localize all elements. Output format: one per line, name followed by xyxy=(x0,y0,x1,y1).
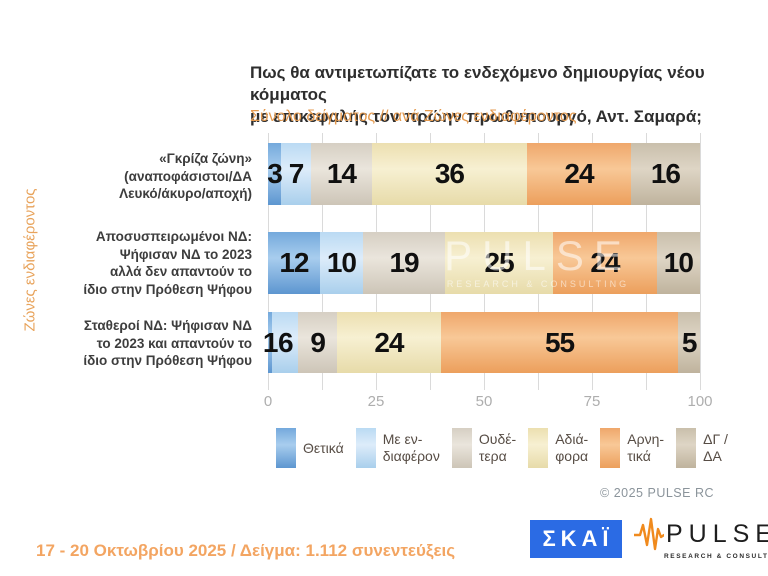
segment-value: 1 xyxy=(262,326,279,358)
segment-value: 10 xyxy=(663,247,694,278)
bar-segment-Αρνητικά: 55 xyxy=(440,312,679,373)
x-tick-label: 25 xyxy=(367,393,385,410)
legend-label: Θετικά xyxy=(303,439,344,456)
pulse-logo-text: PULSE xyxy=(666,519,768,548)
row-label-line: ίδιο στην Πρόθεση Ψήφου xyxy=(83,353,252,369)
row-label-line: ίδιο στην Πρόθεση Ψήφου xyxy=(83,281,252,297)
bar-segment-ΔΓ / ΔΑ: 16 xyxy=(630,143,700,205)
chart-title-line2: με επικεφαλής τον πρώην πρωθυπουργό, Αντ… xyxy=(250,107,702,127)
bar-row: 3 7 14 36 24 16 xyxy=(267,143,700,205)
bar-segment-Αρνητικά: 24 xyxy=(527,143,631,205)
chart-subtitle: Σύνολο δείγματος // ανά Ζώνες ενδιαφέρον… xyxy=(250,108,577,125)
pulse-waveform-icon xyxy=(634,517,664,551)
segment-value: 3 xyxy=(267,158,283,189)
legend-label: ΔΓ / ΔΑ xyxy=(703,431,728,464)
bar-segment-Θετικά: 1 xyxy=(263,312,278,373)
bar-segment-Με ενδιαφέρον: 10 xyxy=(319,232,364,294)
row-label-line: Ψήφισαν ΝΔ το 2023 xyxy=(119,246,252,262)
segment-value: 36 xyxy=(434,158,465,189)
row-label: «Γκρίζα ζώνη» (αναποφάσιστοι/ΔΑ Λευκό/άκυρ… xyxy=(37,150,252,203)
legend-label: Αρνη- τικά xyxy=(627,431,665,464)
legend-item: Με εν- διαφέρον xyxy=(355,428,440,468)
row-label-line: αλλά δεν απαντούν το xyxy=(109,264,252,280)
bar-segment-ΔΓ / ΔΑ: 5 xyxy=(678,312,700,373)
legend-swatch xyxy=(600,428,621,468)
bar-segment-Αρνητικά: 24 xyxy=(553,232,657,294)
legend-swatch xyxy=(676,428,697,468)
footer-survey-info: 17 - 20 Οκτωβρίου 2025 / Δείγμα: 1.112 σ… xyxy=(36,541,456,560)
legend-label: Αδιά- φορα xyxy=(555,431,589,464)
legend-swatch xyxy=(276,428,296,468)
segment-value: 24 xyxy=(564,158,594,189)
bar-segment-Ουδέτερα: 9 xyxy=(298,312,338,373)
bar-segment-Αδιάφορα: 36 xyxy=(371,143,528,205)
chart-title-line1: Πως θα αντιμετωπίζατε το ενδεχόμενο δημι… xyxy=(250,63,705,105)
legend-item: ΔΓ / ΔΑ xyxy=(676,428,728,468)
bar-row: 1 6 9 24 55 5 xyxy=(263,312,700,373)
gridline xyxy=(700,133,701,390)
segment-value: 7 xyxy=(288,158,305,189)
segment-value: 24 xyxy=(374,326,404,358)
segment-value: 24 xyxy=(590,247,620,278)
x-tick-label: 0 xyxy=(263,393,273,410)
bar-segment-Θετικά: 3 xyxy=(267,143,283,205)
pulse-logo: PULSE RESEARCH & CONSULTING xyxy=(634,517,768,563)
bar-segment-Θετικά: 12 xyxy=(268,232,320,294)
bar-segment-Με ενδιαφέρον: 7 xyxy=(280,143,312,205)
segment-value: 19 xyxy=(389,247,419,278)
legend-item: Αρνη- τικά xyxy=(600,428,664,468)
legend-label: Ουδέ- τερα xyxy=(478,431,517,464)
bar-segment-Ουδέτερα: 14 xyxy=(311,143,372,205)
segment-value: 9 xyxy=(310,326,326,358)
legend-swatch xyxy=(355,428,376,468)
chart-title: Πως θα αντιμετωπίζατε το ενδεχόμενο δημι… xyxy=(250,62,750,128)
x-tick-label: 50 xyxy=(475,393,493,410)
bar-segment-Ουδέτερα: 19 xyxy=(363,232,446,294)
legend-label: Με εν- διαφέρον xyxy=(382,431,440,464)
pulse-logo-subtext: RESEARCH & CONSULTING xyxy=(664,552,768,560)
bar-segment-Με ενδιαφέρον: 6 xyxy=(272,312,299,373)
segment-value: 14 xyxy=(326,158,357,189)
row-label-line: Αποσυσπειρωμένοι ΝΔ: xyxy=(95,229,252,244)
x-tick-label: 75 xyxy=(583,393,601,410)
skai-logo: ΣΚΑΪ xyxy=(530,520,622,558)
row-label-line: το 2023 και απαντούν το xyxy=(96,335,252,351)
legend-swatch xyxy=(451,428,472,468)
x-tick-label: 100 xyxy=(687,393,713,410)
bar-row: 12 10 19 25 24 10 xyxy=(268,232,700,294)
row-label-line: Λευκό/άκυρο/αποχή) xyxy=(119,186,252,202)
row-label: Σταθεροί ΝΔ: Ψήφισαν ΝΔ το 2023 και απαντ… xyxy=(37,317,252,370)
legend: Θετικά Με εν- διαφέρον Ουδέ- τερα Αδιά- φορ… xyxy=(276,428,728,468)
legend-item: Θετικά xyxy=(276,428,344,468)
row-label-line: (αναποφάσιστοι/ΔΑ xyxy=(124,168,252,184)
segment-value: 5 xyxy=(681,326,698,358)
row-label: Αποσυσπειρωμένοι ΝΔ: Ψήφισαν ΝΔ το 2023 αλ… xyxy=(37,228,252,298)
row-label-line: Σταθεροί ΝΔ: Ψήφισαν ΝΔ xyxy=(83,318,252,333)
legend-item: Ουδέ- τερα xyxy=(451,428,517,468)
segment-value: 25 xyxy=(484,247,515,278)
row-label-line: «Γκρίζα ζώνη» xyxy=(159,151,252,166)
legend-item: Αδιά- φορα xyxy=(528,428,588,468)
segment-value: 10 xyxy=(326,247,357,278)
bar-segment-Αδιάφορα: 25 xyxy=(445,232,554,294)
segment-value: 16 xyxy=(650,158,681,189)
copyright-text: © 2025 PULSE RC xyxy=(600,486,714,500)
bar-segment-Αδιάφορα: 24 xyxy=(337,312,441,373)
legend-swatch xyxy=(528,428,549,468)
segment-value: 55 xyxy=(544,326,575,358)
skai-logo-text: ΣΚΑΪ xyxy=(542,526,614,551)
segment-value: 6 xyxy=(277,326,294,358)
segment-value: 12 xyxy=(279,247,309,278)
bar-segment-ΔΓ / ΔΑ: 10 xyxy=(656,232,700,294)
